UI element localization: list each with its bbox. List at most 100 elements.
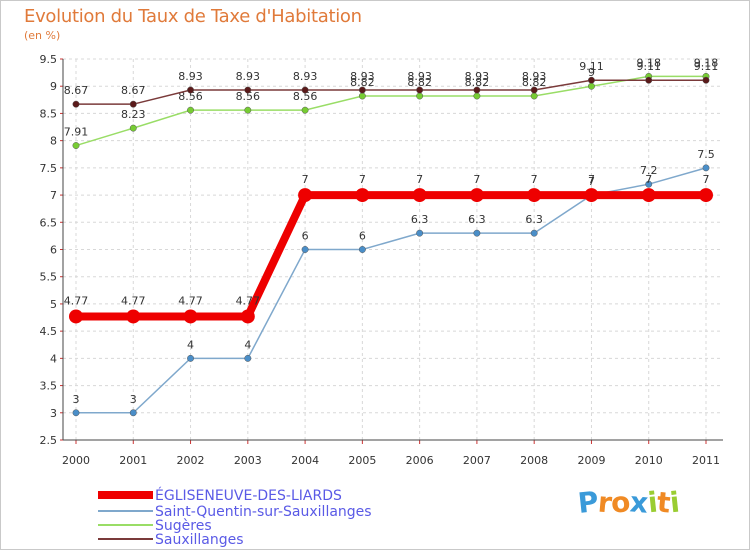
data-label: 7 xyxy=(473,173,480,186)
data-label: 6.3 xyxy=(525,213,543,226)
data-label: 7.91 xyxy=(64,126,89,139)
y-tick-label: 4.5 xyxy=(40,325,58,338)
data-label: 7 xyxy=(531,173,538,186)
x-tick-label: 2006 xyxy=(406,454,434,467)
data-label: 8.67 xyxy=(121,84,146,97)
data-label: 8.93 xyxy=(293,70,318,83)
y-tick-label: 8.5 xyxy=(40,107,58,120)
data-label: 8.56 xyxy=(178,90,203,103)
y-tick-label: 7.5 xyxy=(40,162,58,175)
data-point xyxy=(69,309,83,324)
data-label: 6.3 xyxy=(411,213,429,226)
data-label: 6 xyxy=(359,230,366,243)
data-label: 8.82 xyxy=(465,76,490,89)
data-point xyxy=(588,76,595,84)
data-label: 8.56 xyxy=(293,90,318,103)
data-point xyxy=(358,92,366,100)
data-label: 7 xyxy=(588,175,595,188)
series-line xyxy=(76,79,706,105)
y-tick-label: 6 xyxy=(50,244,57,257)
data-label: 4.77 xyxy=(178,294,203,307)
chart-title: Evolution du Taux de Taxe d'Habitation xyxy=(24,6,362,27)
data-point xyxy=(187,354,194,362)
data-point xyxy=(645,76,653,84)
data-label: 8.82 xyxy=(407,76,432,89)
data-label: 8.93 xyxy=(407,70,432,83)
data-point xyxy=(530,86,538,94)
y-tick-label: 3.5 xyxy=(40,380,58,393)
data-label: 6 xyxy=(302,230,309,243)
data-label: 8.82 xyxy=(350,76,375,89)
data-point xyxy=(358,246,366,253)
data-point xyxy=(183,309,198,324)
y-tick-label: 5 xyxy=(50,298,57,311)
data-point xyxy=(72,100,80,108)
series-0: 4.77 4.77 4.77 4.77 7 7 7 7 7 7 7 7 xyxy=(64,173,713,324)
proxiti-logo: Proxiti xyxy=(576,485,681,520)
data-label: 8.23 xyxy=(121,108,146,121)
x-tick-label: 2004 xyxy=(291,454,319,467)
data-point xyxy=(244,354,252,362)
y-tick-label: 5.5 xyxy=(40,271,58,284)
y-tick-label: 8 xyxy=(50,135,57,148)
x-tick-label: 2007 xyxy=(463,454,491,467)
data-point xyxy=(473,92,481,100)
x-tick-label: 2003 xyxy=(234,454,262,467)
data-label: 4 xyxy=(187,338,194,351)
data-label: 9.11 xyxy=(579,60,604,73)
data-label: 7 xyxy=(703,173,710,186)
data-point xyxy=(473,229,481,237)
data-label: 4 xyxy=(244,338,251,351)
data-point xyxy=(126,309,141,324)
data-point xyxy=(702,76,710,84)
data-label: 8.67 xyxy=(64,84,89,97)
logo-letter: i xyxy=(667,485,681,520)
data-point xyxy=(416,229,424,237)
legend-entry-1: Saint-Quentin-sur-Sauxillanges xyxy=(98,504,372,520)
y-tick-label: 9 xyxy=(50,80,57,93)
data-point xyxy=(240,309,255,324)
data-point xyxy=(187,106,194,114)
data-label: 7 xyxy=(645,173,652,186)
data-point xyxy=(129,100,137,108)
x-tick-label: 2011 xyxy=(692,454,720,467)
data-label: 7.5 xyxy=(697,148,715,161)
data-point xyxy=(645,180,653,188)
legend-label: Saint-Quentin-sur-Sauxillanges xyxy=(155,504,372,520)
data-point xyxy=(412,188,427,203)
data-point xyxy=(301,246,309,253)
data-label: 9 xyxy=(588,66,595,79)
series-line xyxy=(75,75,706,147)
data-label: 8.82 xyxy=(522,76,547,89)
data-point xyxy=(416,92,424,100)
x-tick-label: 2005 xyxy=(348,454,376,467)
data-label: 7 xyxy=(588,173,595,186)
data-point xyxy=(244,86,252,94)
data-point xyxy=(527,188,542,203)
data-label: 3 xyxy=(73,393,80,406)
y-tick-label: 3 xyxy=(50,407,57,420)
data-point xyxy=(244,106,252,114)
data-label: 8.93 xyxy=(465,70,490,83)
chart-subtitle: (en %) xyxy=(24,29,61,42)
data-label: 4.77 xyxy=(236,294,261,307)
data-point xyxy=(641,188,656,203)
data-point xyxy=(473,86,481,94)
data-label: 4.77 xyxy=(121,294,146,307)
data-label: 8.93 xyxy=(522,70,547,83)
data-label: 9.18 xyxy=(694,56,719,69)
data-point xyxy=(416,86,424,94)
data-point xyxy=(72,142,80,149)
data-point xyxy=(702,164,710,172)
data-point xyxy=(355,188,370,203)
x-tick-label: 2009 xyxy=(577,454,605,467)
x-tick-label: 2002 xyxy=(177,454,205,467)
data-label: 9.18 xyxy=(636,56,661,69)
y-tick-label: 9.5 xyxy=(40,53,58,66)
y-tick-label: 2.5 xyxy=(40,434,58,447)
y-tick-label: 6.5 xyxy=(40,216,58,229)
x-tick-label: 2008 xyxy=(520,454,548,467)
data-point xyxy=(301,86,309,94)
data-point xyxy=(530,92,538,100)
